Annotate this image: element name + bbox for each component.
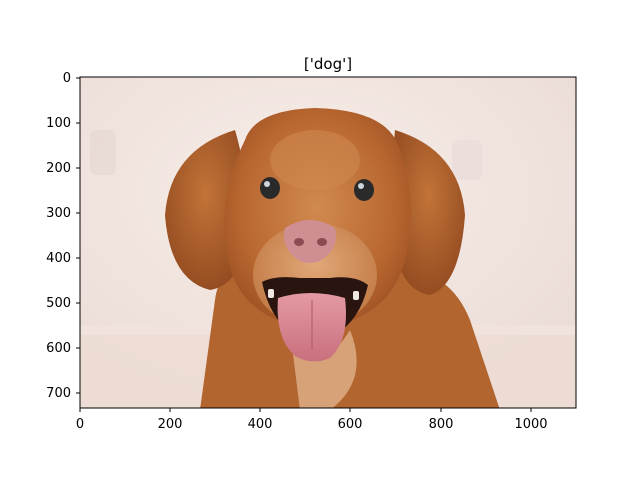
y-tick: 600 bbox=[46, 341, 80, 356]
figure-title: ['dog'] bbox=[304, 55, 352, 73]
right-eye bbox=[354, 179, 374, 201]
left-eye bbox=[260, 177, 280, 199]
svg-text:0: 0 bbox=[76, 417, 84, 432]
svg-text:1000: 1000 bbox=[514, 417, 547, 432]
y-axis: 0 100 200 300 400 500 600 700 bbox=[46, 71, 80, 401]
axes-frame bbox=[79, 76, 577, 409]
svg-text:0: 0 bbox=[63, 71, 71, 86]
svg-text:400: 400 bbox=[46, 251, 71, 266]
svg-text:700: 700 bbox=[46, 386, 71, 401]
svg-text:500: 500 bbox=[46, 296, 71, 311]
dog-photo bbox=[80, 77, 576, 408]
y-tick: 300 bbox=[46, 206, 80, 221]
svg-text:200: 200 bbox=[46, 161, 71, 176]
x-tick: 0 bbox=[76, 408, 84, 432]
y-tick: 500 bbox=[46, 296, 80, 311]
x-tick: 200 bbox=[158, 408, 183, 432]
x-tick: 1000 bbox=[514, 408, 548, 432]
x-tick: 400 bbox=[248, 408, 273, 432]
y-tick: 400 bbox=[46, 251, 80, 266]
svg-text:600: 600 bbox=[338, 417, 363, 432]
svg-text:400: 400 bbox=[248, 417, 273, 432]
svg-text:600: 600 bbox=[46, 341, 71, 356]
y-tick: 0 bbox=[63, 71, 80, 86]
right-ear bbox=[392, 130, 465, 295]
x-tick: 600 bbox=[338, 408, 363, 432]
svg-text:200: 200 bbox=[158, 417, 183, 432]
x-tick: 800 bbox=[429, 408, 454, 432]
svg-text:100: 100 bbox=[46, 116, 71, 131]
y-tick: 200 bbox=[46, 161, 80, 176]
nose bbox=[284, 220, 336, 263]
svg-text:800: 800 bbox=[429, 417, 454, 432]
x-axis: 0 200 400 600 800 1000 bbox=[76, 408, 548, 432]
y-tick: 700 bbox=[46, 386, 80, 401]
y-tick: 100 bbox=[46, 116, 80, 131]
svg-text:300: 300 bbox=[46, 206, 71, 221]
left-ear bbox=[165, 130, 247, 290]
